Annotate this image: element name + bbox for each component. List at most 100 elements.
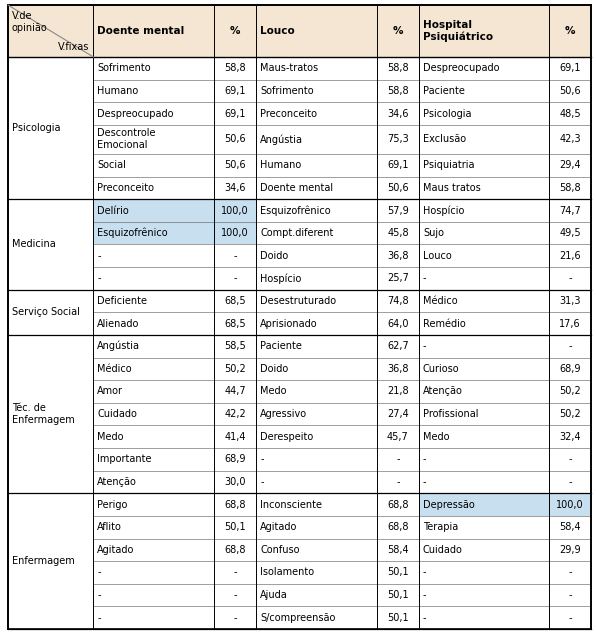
Text: -: - bbox=[423, 341, 427, 351]
Text: S/compreensão: S/compreensão bbox=[260, 612, 336, 623]
Bar bbox=[549, 425, 591, 448]
Bar bbox=[549, 358, 591, 380]
Text: -: - bbox=[234, 273, 237, 283]
Text: Delírio: Delírio bbox=[97, 205, 129, 216]
Bar bbox=[256, 335, 377, 358]
Bar bbox=[214, 448, 256, 470]
Text: Medo: Medo bbox=[260, 387, 287, 396]
Bar bbox=[377, 380, 419, 403]
Text: 50,6: 50,6 bbox=[387, 183, 409, 193]
Text: 69,1: 69,1 bbox=[559, 63, 581, 74]
Text: 57,9: 57,9 bbox=[387, 205, 409, 216]
Bar bbox=[419, 290, 549, 313]
Text: -: - bbox=[423, 590, 427, 600]
Bar bbox=[214, 5, 256, 57]
Bar bbox=[256, 177, 377, 199]
Bar bbox=[256, 493, 377, 516]
Bar bbox=[377, 177, 419, 199]
Bar bbox=[214, 425, 256, 448]
Text: Humano: Humano bbox=[260, 160, 302, 171]
Text: -: - bbox=[396, 477, 400, 487]
Bar bbox=[214, 154, 256, 177]
Text: Doido: Doido bbox=[260, 364, 288, 374]
Bar bbox=[94, 561, 214, 584]
Bar bbox=[256, 358, 377, 380]
Bar bbox=[419, 561, 549, 584]
Bar bbox=[377, 222, 419, 245]
Bar bbox=[94, 358, 214, 380]
Bar bbox=[8, 267, 94, 290]
Bar bbox=[419, 425, 549, 448]
Text: 42,2: 42,2 bbox=[224, 409, 246, 419]
Bar bbox=[549, 516, 591, 538]
Bar bbox=[214, 222, 256, 245]
Text: 42,3: 42,3 bbox=[559, 134, 581, 145]
Text: 68,9: 68,9 bbox=[224, 455, 246, 464]
Text: 69,1: 69,1 bbox=[387, 160, 409, 171]
Bar bbox=[377, 584, 419, 606]
Text: Despreocupado: Despreocupado bbox=[97, 108, 174, 119]
Text: Agitado: Agitado bbox=[97, 545, 135, 555]
Bar bbox=[419, 57, 549, 80]
Text: Social: Social bbox=[97, 160, 126, 171]
Text: 50,1: 50,1 bbox=[387, 590, 409, 600]
Bar bbox=[214, 80, 256, 102]
Bar bbox=[8, 448, 94, 470]
Bar bbox=[214, 125, 256, 154]
Bar bbox=[256, 267, 377, 290]
Text: Hospício: Hospício bbox=[260, 273, 302, 283]
Bar bbox=[8, 538, 94, 561]
Bar bbox=[94, 102, 214, 125]
Bar bbox=[256, 222, 377, 245]
Text: Derespeito: Derespeito bbox=[260, 432, 313, 442]
Text: 100,0: 100,0 bbox=[556, 500, 583, 510]
Bar bbox=[419, 313, 549, 335]
Text: Humano: Humano bbox=[97, 86, 139, 96]
Bar bbox=[377, 102, 419, 125]
Text: -: - bbox=[423, 612, 427, 623]
Bar bbox=[419, 516, 549, 538]
Bar bbox=[214, 199, 256, 222]
Bar bbox=[94, 470, 214, 493]
Bar bbox=[214, 267, 256, 290]
Bar bbox=[214, 470, 256, 493]
Text: Doente mental: Doente mental bbox=[97, 26, 185, 36]
Bar bbox=[377, 561, 419, 584]
Text: -: - bbox=[234, 612, 237, 623]
Bar bbox=[8, 358, 94, 380]
Bar bbox=[8, 102, 94, 125]
Bar bbox=[377, 448, 419, 470]
Bar bbox=[419, 358, 549, 380]
Bar bbox=[549, 177, 591, 199]
Bar bbox=[94, 538, 214, 561]
Bar bbox=[94, 125, 214, 154]
Bar bbox=[377, 199, 419, 222]
Bar bbox=[8, 380, 94, 403]
Text: 32,4: 32,4 bbox=[559, 432, 581, 442]
Bar bbox=[377, 335, 419, 358]
Bar bbox=[94, 222, 214, 245]
Bar bbox=[94, 154, 214, 177]
Text: 68,9: 68,9 bbox=[559, 364, 581, 374]
Bar bbox=[214, 102, 256, 125]
Text: 48,5: 48,5 bbox=[559, 108, 581, 119]
Text: 100,0: 100,0 bbox=[221, 205, 249, 216]
Bar bbox=[94, 425, 214, 448]
Bar bbox=[214, 606, 256, 629]
Text: 58,8: 58,8 bbox=[387, 63, 409, 74]
Bar bbox=[256, 538, 377, 561]
Text: 45,8: 45,8 bbox=[387, 228, 409, 238]
Text: 68,5: 68,5 bbox=[224, 296, 246, 306]
Text: 58,5: 58,5 bbox=[224, 341, 246, 351]
Bar bbox=[256, 5, 377, 57]
Text: -: - bbox=[97, 250, 101, 261]
Bar bbox=[256, 313, 377, 335]
Text: Importante: Importante bbox=[97, 455, 152, 464]
Bar bbox=[419, 177, 549, 199]
Text: Hospital
Psiquiátrico: Hospital Psiquiátrico bbox=[423, 20, 493, 42]
Text: Louco: Louco bbox=[260, 26, 295, 36]
Bar bbox=[377, 245, 419, 267]
Text: 58,8: 58,8 bbox=[224, 63, 246, 74]
Bar bbox=[419, 470, 549, 493]
Text: 50,1: 50,1 bbox=[387, 567, 409, 578]
